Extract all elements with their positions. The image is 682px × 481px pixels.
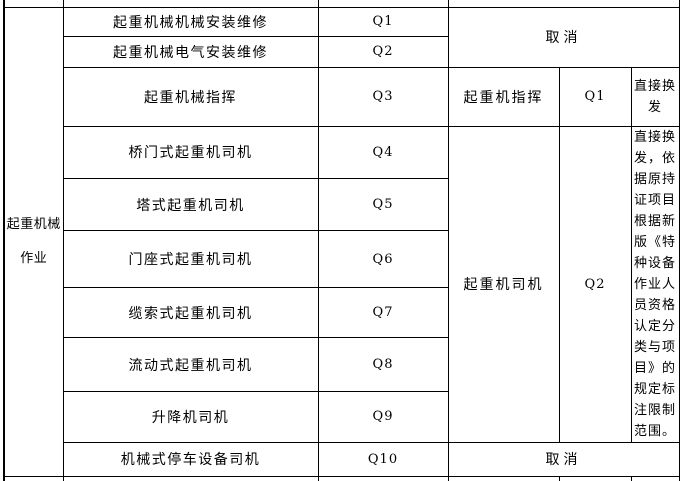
partial-cell <box>62 475 319 481</box>
old-code-cell: Q4 <box>317 125 449 179</box>
old-name-cell: 流动式起重机司机 <box>62 337 319 392</box>
partial-cell <box>558 475 632 481</box>
note-cell: 直接换 发，依 据原持 证项目 根据新 版《特 种设备 作业人 员资格 认定分 … <box>630 125 680 443</box>
note-cell: 直接换 发 <box>630 66 680 127</box>
partial-cell <box>447 475 560 481</box>
table-row-partial-bottom <box>3 475 680 481</box>
old-name-cell: 起重机械电气安装维修 <box>62 35 319 68</box>
table-row: 升降机司机 Q9 <box>4 390 679 443</box>
cancel-cell: 取消 <box>447 6 680 68</box>
old-name-cell: 起重机械指挥 <box>62 66 319 127</box>
partial-cell <box>447 0 680 8</box>
partial-cell <box>3 475 64 481</box>
table-row: 缆索式起重机司机 Q7 <box>4 286 679 339</box>
old-code-cell: Q8 <box>317 337 449 392</box>
table-row-partial-top <box>3 0 680 8</box>
old-name-cell: 起重机械机械安装维修 <box>62 6 319 37</box>
partial-cell <box>317 0 449 8</box>
table-row: 起重机械 作业 起重机械机械安装维修 Q1 取消 <box>3 6 680 477</box>
old-code-cell: Q5 <box>317 177 449 232</box>
table-row: 机械式停车设备司机 Q10 取消 <box>4 441 680 477</box>
partial-cell <box>62 0 319 8</box>
old-name-cell: 塔式起重机司机 <box>62 177 319 232</box>
partial-cell <box>3 0 64 8</box>
old-code-cell: Q10 <box>317 441 449 477</box>
old-name-cell: 缆索式起重机司机 <box>62 286 319 339</box>
old-code-cell: Q7 <box>317 286 449 339</box>
old-code-cell: Q3 <box>317 66 449 127</box>
table-row: 桥门式起重机司机 Q4 起重机司机 Q2 直接换 发，依 据原持 证项目 根据新… <box>4 125 680 443</box>
old-code-cell: Q1 <box>317 6 449 37</box>
category-cell: 起重机械 作业 <box>3 6 64 477</box>
old-name-cell: 桥门式起重机司机 <box>62 125 319 179</box>
new-name-cell: 起重机指挥 <box>447 66 560 127</box>
new-name-cell: 起重机司机 <box>447 125 560 443</box>
cancel-cell: 取消 <box>447 441 680 477</box>
new-code-cell: Q2 <box>558 125 632 443</box>
partial-cell <box>630 475 680 481</box>
table-row: 起重机械电气安装维修 Q2 <box>4 35 679 68</box>
table-row: 门座式起重机司机 Q6 <box>4 230 679 288</box>
partial-cell <box>317 475 449 481</box>
old-code-cell: Q6 <box>317 230 449 288</box>
table-row: 流动式起重机司机 Q8 <box>4 337 679 392</box>
table-row: 起重机械指挥 Q3 起重机指挥 Q1 直接换 发 <box>4 66 680 127</box>
old-name-cell: 机械式停车设备司机 <box>62 441 319 477</box>
old-name-cell: 升降机司机 <box>62 390 319 443</box>
new-code-cell: Q1 <box>558 66 632 127</box>
old-code-cell: Q9 <box>317 390 449 443</box>
old-name-cell: 门座式起重机司机 <box>62 230 319 288</box>
old-code-cell: Q2 <box>317 35 449 68</box>
table-row: 塔式起重机司机 Q5 <box>4 177 679 232</box>
equipment-certification-table: 起重机械 作业 起重机械机械安装维修 Q1 取消 起重机械电气安装维修 Q2 起… <box>3 0 680 481</box>
